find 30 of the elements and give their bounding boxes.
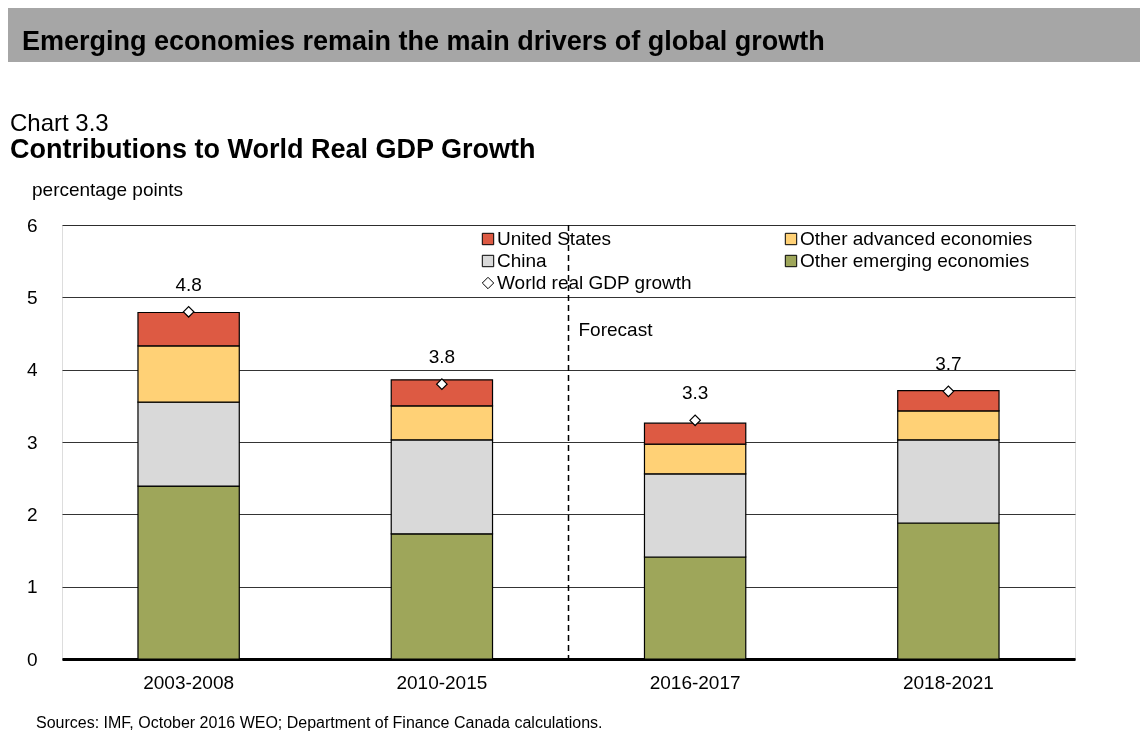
ref-line-label: Forecast (578, 319, 654, 340)
x-tick-label: 2003-2008 (143, 671, 235, 693)
y-axis-title: percentage points (32, 179, 184, 200)
data-label: 3.3 (681, 382, 709, 404)
y-tick-label: 4 (26, 359, 38, 381)
y-tick-label: 3 (26, 431, 38, 453)
data-label: 3.7 (935, 353, 962, 375)
y-tick-label: 2 (26, 503, 38, 525)
legend-label: World real GDP growth (497, 272, 692, 293)
y-tick-label: 0 (26, 648, 38, 670)
y-tick-label: 6 (26, 214, 38, 236)
x-tick-label: 2018-2021 (902, 671, 994, 693)
caption: Chart 3.3 (10, 109, 109, 136)
x-tick-label: 2016-2017 (649, 671, 741, 693)
source-note: Sources: IMF, October 2016 WEO; Department of Finance Canada calculations. (36, 714, 603, 731)
data-label: 4.8 (175, 273, 202, 295)
legend-label: Other emerging economies (800, 250, 1030, 271)
legend-label: Other advanced economies (800, 228, 1033, 249)
y-tick-label: 5 (26, 286, 38, 308)
x-tick-label: 2010-2015 (396, 671, 488, 693)
point (182, 305, 195, 318)
data-label: 3.8 (428, 346, 456, 368)
point (942, 385, 955, 398)
chart-title: Contributions to World Real GDP Growth (10, 134, 536, 164)
point (436, 378, 448, 390)
point (689, 414, 701, 427)
y-tick-label: 1 (26, 576, 38, 598)
legend-label: United States (497, 228, 612, 249)
text: Emerging economies remain the main drivers of global growth (22, 26, 825, 56)
legend-label: China (497, 250, 548, 271)
